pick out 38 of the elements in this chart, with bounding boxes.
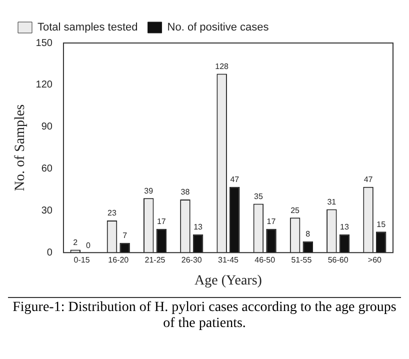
data-label: 13 <box>340 222 350 232</box>
y-tick-label: 60 <box>41 164 53 175</box>
data-label: 23 <box>108 208 117 218</box>
x-tick-label: 56-60 <box>328 256 349 265</box>
data-label: 0 <box>86 240 91 250</box>
data-label: 15 <box>376 220 386 229</box>
y-tick-label: 90 <box>41 122 53 133</box>
x-tick-label: 16-20 <box>108 256 130 265</box>
y-tick-label: 0 <box>46 247 53 258</box>
y-tick-label: 120 <box>36 80 53 91</box>
data-label: 128 <box>215 62 230 71</box>
x-tick-label: 46-50 <box>254 256 276 265</box>
data-label: 17 <box>266 217 276 226</box>
data-label: 47 <box>230 175 240 184</box>
data-label: 17 <box>156 217 166 226</box>
x-tick-label: 26-30 <box>181 256 202 265</box>
x-tick-label: 31-45 <box>218 256 240 265</box>
x-tick-label: 21-25 <box>144 256 166 265</box>
data-label: 25 <box>290 206 300 215</box>
x-tick-label: 51-55 <box>291 256 312 265</box>
data-label: 47 <box>364 175 374 184</box>
data-label: 38 <box>180 188 190 197</box>
data-label: 2 <box>73 238 78 248</box>
x-tick-label: >60 <box>368 256 382 265</box>
text: Figure-1: Distribution of H. pylori cases according to the age groups of the patients. <box>8 297 401 332</box>
data-label: 7 <box>122 231 128 240</box>
y-tick-label: 150 <box>36 38 53 49</box>
data-label: 8 <box>306 230 311 239</box>
data-label: 13 <box>194 222 204 232</box>
data-label: 35 <box>254 192 264 201</box>
data-label: 39 <box>144 186 154 196</box>
legend-label: No. of positive cases <box>167 22 270 34</box>
x-axis-title: Age (Years) <box>194 273 262 288</box>
y-axis-title: No. of Samples <box>13 104 28 192</box>
legend-label: Total samples tested <box>38 22 138 34</box>
y-tick-label: 30 <box>41 205 53 216</box>
data-label: 31 <box>327 197 337 206</box>
x-tick-label: 0-15 <box>74 256 90 265</box>
